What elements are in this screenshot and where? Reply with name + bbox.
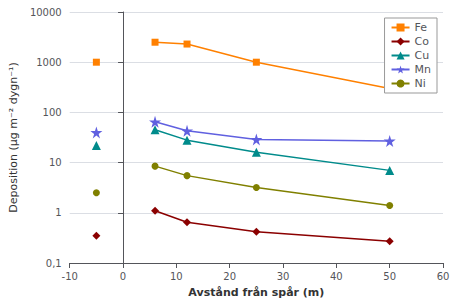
svg-text:0,1: 0,1 bbox=[46, 258, 62, 269]
svg-text:10: 10 bbox=[170, 271, 183, 282]
svg-text:1000: 1000 bbox=[36, 57, 61, 68]
svg-text:Fe: Fe bbox=[415, 21, 428, 34]
svg-text:Avstånd från spår (m): Avstånd från spår (m) bbox=[188, 286, 324, 299]
svg-text:40: 40 bbox=[330, 271, 343, 282]
svg-text:Co: Co bbox=[415, 35, 430, 48]
svg-text:60: 60 bbox=[437, 271, 450, 282]
svg-text:100: 100 bbox=[43, 107, 62, 118]
svg-text:1: 1 bbox=[55, 207, 61, 218]
svg-text:50: 50 bbox=[383, 271, 396, 282]
svg-text:Deposition (µg m⁻² dygn⁻¹): Deposition (µg m⁻² dygn⁻¹) bbox=[7, 62, 20, 212]
svg-text:10000: 10000 bbox=[30, 7, 62, 18]
svg-text:Mn: Mn bbox=[415, 63, 431, 76]
svg-text:20: 20 bbox=[223, 271, 236, 282]
svg-text:30: 30 bbox=[277, 271, 290, 282]
svg-text:0: 0 bbox=[120, 271, 126, 282]
svg-text:-10: -10 bbox=[62, 271, 78, 282]
svg-text:10: 10 bbox=[49, 157, 62, 168]
svg-text:Ni: Ni bbox=[415, 77, 426, 90]
svg-text:Cu: Cu bbox=[415, 49, 430, 62]
